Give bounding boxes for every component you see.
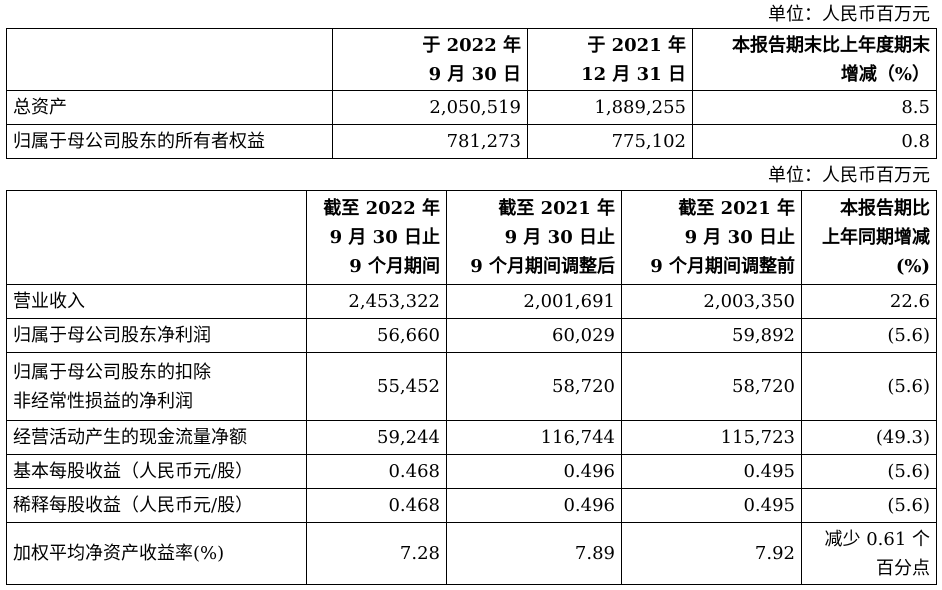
table-row: 归属于母公司股东的所有者权益 781,273 775,102 0.8 <box>6 124 937 159</box>
value-cell: 0.468 <box>306 454 447 489</box>
value-cell: 781,273 <box>332 124 528 159</box>
table1-unit-label: 单位：人民币百万元 <box>768 4 930 25</box>
row-label: 经营活动产生的现金流量净额 <box>6 420 307 455</box>
value-cell: 55,452 <box>306 352 447 421</box>
value-cell: 0.495 <box>621 454 802 489</box>
table2-header-col1: 截至 2022 年 9 月 30 日止 9 个月期间 <box>306 190 447 285</box>
row-label: 加权平均净资产收益率(%) <box>6 522 307 585</box>
table-row: 基本每股收益（人民币元/股） 0.468 0.496 0.495 (5.6) <box>6 454 937 489</box>
value-cell: 0.8 <box>692 124 937 159</box>
value-cell: 115,723 <box>621 420 802 455</box>
table2-header-col4: 本报告期比 上年同期增减 (%) <box>801 190 937 285</box>
income-statement-table: 截至 2022 年 9 月 30 日止 9 个月期间 截至 2021 年 9 月… <box>6 190 937 585</box>
value-cell: 0.496 <box>446 454 622 489</box>
balance-sheet-table: 于 2022 年 9 月 30 日 于 2021 年 12 月 31 日 本报告… <box>6 28 937 159</box>
table1-header-col1: 于 2022 年 9 月 30 日 <box>332 28 528 91</box>
value-cell: 56,660 <box>306 318 447 353</box>
change-cell: (5.6) <box>801 454 937 489</box>
change-cell: 减少 0.61 个 百分点 <box>801 522 937 585</box>
value-cell: 8.5 <box>692 90 937 125</box>
value-cell: 2,453,322 <box>306 284 447 319</box>
value-cell: 116,744 <box>446 420 622 455</box>
table2-header-col2: 截至 2021 年 9 月 30 日止 9 个月期间调整后 <box>446 190 622 285</box>
table2-unit-label: 单位：人民币百万元 <box>768 165 930 186</box>
value-cell: 0.495 <box>621 488 802 523</box>
row-label: 稀释每股收益（人民币元/股） <box>6 488 307 523</box>
value-cell: 7.89 <box>446 522 622 585</box>
value-cell: 7.92 <box>621 522 802 585</box>
table1-header-row: 于 2022 年 9 月 30 日 于 2021 年 12 月 31 日 本报告… <box>6 28 937 91</box>
row-label: 基本每股收益（人民币元/股） <box>6 454 307 489</box>
change-cell: (5.6) <box>801 318 937 353</box>
value-cell: 1,889,255 <box>527 90 693 125</box>
table2-header-col3: 截至 2021 年 9 月 30 日止 9 个月期间调整前 <box>621 190 802 285</box>
value-cell: 58,720 <box>621 352 802 421</box>
value-cell: 2,001,691 <box>446 284 622 319</box>
table1-header-blank <box>6 28 333 91</box>
table1-header-col3: 本报告期末比上年度期末 增减（%） <box>692 28 937 91</box>
table2-header-blank <box>6 190 307 285</box>
row-label: 营业收入 <box>6 284 307 319</box>
table-row: 稀释每股收益（人民币元/股） 0.468 0.496 0.495 (5.6) <box>6 488 937 523</box>
table-row: 归属于母公司股东的扣除 非经常性损益的净利润 55,452 58,720 58,… <box>6 352 937 421</box>
table2-header-row: 截至 2022 年 9 月 30 日止 9 个月期间 截至 2021 年 9 月… <box>6 190 937 285</box>
value-cell: 60,029 <box>446 318 622 353</box>
value-cell: 775,102 <box>527 124 693 159</box>
row-label: 总资产 <box>6 90 333 125</box>
table1-header-col2: 于 2021 年 12 月 31 日 <box>527 28 693 91</box>
table-row: 营业收入 2,453,322 2,001,691 2,003,350 22.6 <box>6 284 937 319</box>
value-cell: 2,050,519 <box>332 90 528 125</box>
table-row: 归属于母公司股东净利润 56,660 60,029 59,892 (5.6) <box>6 318 937 353</box>
row-label: 归属于母公司股东的扣除 非经常性损益的净利润 <box>6 352 307 421</box>
table-row: 总资产 2,050,519 1,889,255 8.5 <box>6 90 937 125</box>
table-row: 经营活动产生的现金流量净额 59,244 116,744 115,723 (49… <box>6 420 937 455</box>
value-cell: 2,003,350 <box>621 284 802 319</box>
value-cell: 58,720 <box>446 352 622 421</box>
value-cell: 0.468 <box>306 488 447 523</box>
value-cell: 7.28 <box>306 522 447 585</box>
row-label: 归属于母公司股东的所有者权益 <box>6 124 333 159</box>
value-cell: 59,244 <box>306 420 447 455</box>
table-row: 加权平均净资产收益率(%) 7.28 7.89 7.92 减少 0.61 个 百… <box>6 522 937 585</box>
value-cell: 59,892 <box>621 318 802 353</box>
value-cell: 0.496 <box>446 488 622 523</box>
row-label: 归属于母公司股东净利润 <box>6 318 307 353</box>
change-cell: (5.6) <box>801 488 937 523</box>
change-cell: (49.3) <box>801 420 937 455</box>
change-cell: (5.6) <box>801 352 937 421</box>
change-cell: 22.6 <box>801 284 937 319</box>
